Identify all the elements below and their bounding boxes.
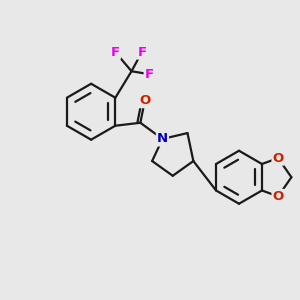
Text: F: F xyxy=(145,68,154,81)
Text: O: O xyxy=(272,152,284,165)
Text: F: F xyxy=(111,46,120,59)
Text: O: O xyxy=(272,190,284,203)
Text: O: O xyxy=(139,94,150,107)
Text: F: F xyxy=(137,46,146,59)
Text: N: N xyxy=(157,133,168,146)
